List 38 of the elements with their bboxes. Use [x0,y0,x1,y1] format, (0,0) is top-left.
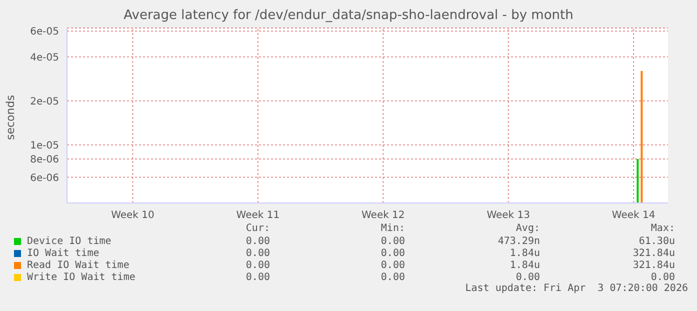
legend-label: Read IO Wait time [27,260,130,270]
y-axis-title: seconds [4,95,17,140]
text: 0.00 [244,260,270,270]
x-tick-label: Week 10 [111,210,154,222]
text: Min: [380,223,405,235]
text: 0.00 [514,272,540,282]
text: 321.84u [632,260,675,270]
text: Cur: [244,223,270,235]
text: 0.00 [244,272,270,282]
chart-title: Average latency for /dev/endur_data/snap-sho-laendroval - by month [122,8,574,23]
y-tick-label: 6e-06 [30,172,59,184]
text: 0.00 [650,272,675,282]
y-tick-label: 2e-05 [30,96,59,108]
text: 473.29n [496,236,540,246]
text: 1.84u [508,260,540,270]
text: 1.84u [508,248,540,258]
x-tick-label: Week 11 [236,210,280,222]
y-tick-label: 1e-05 [30,140,59,152]
text: 321.84u [632,248,675,258]
y-tick-label: 4e-05 [30,52,59,64]
text: 0.00 [244,248,270,258]
x-tick-label: Week 13 [486,210,530,222]
legend-label: Device IO time [27,236,112,246]
x-tick-label: Week 14 [612,210,656,222]
text: Max: [650,223,675,235]
text: Last update: Fri Apr 3 07:20:00 2026 [464,283,688,294]
x-tick-label: Week 12 [361,210,405,222]
legend-label: IO Wait time [27,248,100,258]
legend-label: Write IO Wait time [27,272,136,282]
text: Avg: [514,223,540,235]
text: 0.00 [380,260,405,270]
y-tick-label: 6e-05 [30,26,59,38]
text: 61.30u [638,236,675,246]
text: 0.00 [380,248,405,258]
text: 0.00 [380,272,405,282]
text: 0.00 [244,236,270,246]
text: 0.00 [380,236,405,246]
y-tick-label: 8e-06 [30,154,59,166]
